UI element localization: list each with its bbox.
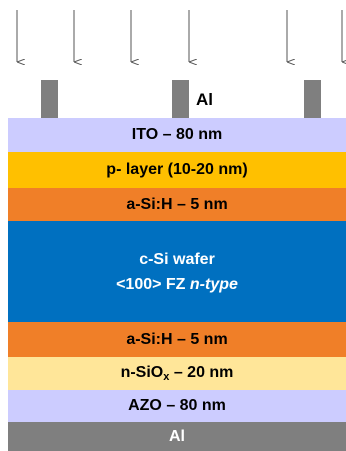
front-contact-center — [172, 80, 189, 118]
incident-light-arrows — [16, 10, 346, 70]
front-contact-label: Al — [196, 90, 213, 109]
al-back-contact-label: Al — [169, 427, 185, 445]
azo-layer: AZO – 80 nm — [8, 390, 346, 422]
azo-label: AZO – 80 nm — [128, 397, 226, 414]
ito-layer-label: ITO – 80 nm — [131, 126, 223, 143]
c-si-wafer-layer: c-Si wafer <100> FZ n-type — [8, 221, 346, 322]
front-contact-left — [41, 80, 58, 118]
wafer-label-line1: c-Si wafer — [139, 250, 215, 268]
al-back-contact-layer: Al — [8, 422, 346, 451]
n-siox-subscript: x — [163, 371, 170, 383]
a-si-h-top-label: a-Si:H – 5 nm — [126, 195, 228, 213]
p-layer: p- layer (10-20 nm) — [8, 152, 346, 188]
n-siox-suffix: – 20 nm — [169, 364, 234, 381]
n-siox-label: n-SiOx – 20 nm — [121, 364, 234, 383]
a-si-h-bottom-label: a-Si:H – 5 nm — [126, 330, 228, 348]
a-si-h-top-layer: a-Si:H – 5 nm — [8, 188, 346, 221]
wafer-doping-text: n-type — [189, 275, 238, 293]
wafer-label-line2: <100> FZ n-type — [116, 272, 238, 297]
wafer-orientation-text: <100> FZ — [116, 275, 190, 293]
p-layer-label: p- layer (10-20 nm) — [106, 161, 248, 178]
front-contact-right — [304, 80, 321, 118]
a-si-h-bottom-layer: a-Si:H – 5 nm — [8, 322, 346, 357]
n-siox-layer: n-SiOx – 20 nm — [8, 357, 346, 390]
ito-layer: ITO – 80 nm — [8, 118, 346, 152]
n-siox-prefix: n-SiO — [120, 364, 164, 381]
